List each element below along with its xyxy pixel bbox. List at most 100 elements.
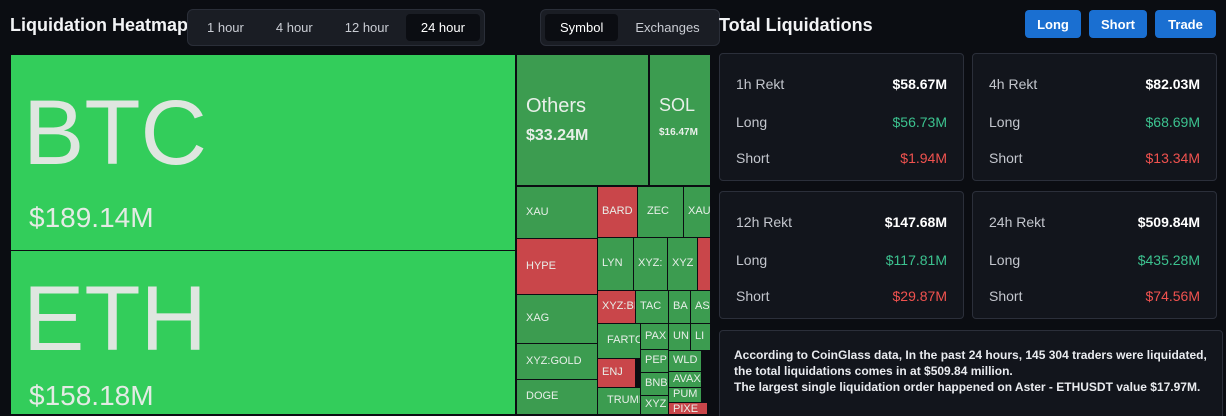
card-row: Short $29.87M — [736, 288, 947, 304]
tile-label: XYZ: — [638, 257, 663, 269]
tile-value: $33.24M — [526, 127, 589, 144]
card-total: $82.03M — [1145, 76, 1200, 92]
time-tabs: 1 hour 4 hour 12 hour 24 hour — [187, 9, 485, 46]
tile[interactable]: XYZ:BI — [598, 291, 635, 323]
card-header: 24h Rekt $509.84M — [989, 214, 1200, 230]
time-tab[interactable]: 1 hour — [207, 20, 244, 35]
tile-label: WLD — [673, 354, 698, 366]
row-value: $68.69M — [1145, 114, 1200, 130]
card-header: 12h Rekt $147.68M — [736, 214, 947, 230]
tile[interactable]: LYN — [598, 238, 633, 290]
tile[interactable]: BARD — [598, 187, 637, 237]
heatmap-title: Liquidation Heatmap — [10, 15, 189, 35]
tile-label: XAU — [688, 205, 710, 217]
tile-label: BARD — [602, 205, 633, 217]
trade-button[interactable]: Trade — [1155, 10, 1216, 38]
mode-tab[interactable]: Symbol — [545, 14, 619, 41]
card-total: $58.67M — [892, 76, 947, 92]
time-tab[interactable]: 24 hour — [405, 14, 480, 41]
tile[interactable]: BNB — [641, 373, 668, 395]
row-value: $13.34M — [1145, 150, 1200, 166]
tile-label: DOGE — [526, 390, 559, 402]
row-value: $435.28M — [1137, 252, 1200, 268]
row-label: Long — [989, 252, 1021, 268]
row-label: Long — [736, 114, 768, 130]
tile-label: LYN — [602, 257, 623, 269]
tile[interactable]: AS — [691, 291, 710, 323]
tile[interactable]: PEP — [641, 350, 668, 372]
tile[interactable]: PIXE — [669, 403, 707, 414]
card-row: Long $68.69M — [989, 114, 1200, 130]
tile[interactable]: ETH $158.18M — [11, 251, 515, 414]
tile[interactable]: XYZ — [641, 396, 668, 414]
card-title: 4h Rekt — [989, 76, 1038, 92]
tile[interactable]: XAU — [684, 187, 710, 237]
tile[interactable]: ZEC — [638, 187, 683, 237]
tile[interactable]: AVAX — [669, 372, 701, 387]
tile[interactable]: PAX — [641, 324, 668, 349]
row-value: $29.87M — [892, 288, 947, 304]
tile-label: XYZ:BI — [602, 300, 635, 312]
time-tab[interactable]: 4 hour — [275, 20, 313, 35]
mode-tab[interactable]: Exchanges — [635, 20, 700, 35]
card-title: 24h Rekt — [989, 214, 1046, 230]
tile-label: XYZ — [645, 398, 667, 410]
tile[interactable] — [698, 238, 710, 290]
tile[interactable]: LI — [691, 324, 710, 350]
tile-label: BA — [673, 300, 688, 312]
tile[interactable]: WLD — [669, 351, 701, 371]
tile-label: XAG — [526, 312, 550, 324]
row-label: Short — [989, 288, 1023, 304]
tile[interactable]: SOL $16.47M — [650, 55, 710, 185]
tile[interactable]: HYPE — [517, 239, 597, 294]
long-button[interactable]: Long — [1025, 10, 1081, 38]
tile-label: XYZ — [672, 257, 694, 269]
tile[interactable]: XYZ:GOLD — [517, 344, 597, 379]
tile-value: $189.14M — [29, 202, 154, 233]
tile[interactable]: XAG — [517, 295, 597, 343]
tile[interactable]: FARTC — [598, 324, 640, 358]
tile[interactable]: ENJ — [598, 359, 635, 387]
card-title: 1h Rekt — [736, 76, 785, 92]
mode-toggle: Symbol Exchanges — [540, 9, 720, 46]
time-tab[interactable]: 12 hour — [344, 20, 389, 35]
tile-value: $158.18M — [29, 380, 154, 411]
tile-label: BNB — [645, 377, 668, 389]
tile-label: BTC — [23, 82, 207, 184]
row-label: Long — [736, 252, 768, 268]
tile-label: UN — [673, 330, 689, 342]
tile[interactable]: BA — [669, 291, 690, 323]
tile-label: ENJ — [602, 366, 623, 378]
tile[interactable]: Others $33.24M — [517, 55, 648, 185]
tile-label: HYPE — [526, 259, 556, 272]
treemap: BTC $189.14M ETH $158.18M Others $33.24M SOL $1… — [11, 55, 710, 414]
tile-label: ETH — [23, 268, 207, 370]
card-total: $147.68M — [884, 214, 947, 230]
tile-label: TRUMI — [607, 394, 640, 406]
short-button[interactable]: Short — [1089, 10, 1147, 38]
card-title: 12h Rekt — [736, 214, 793, 230]
row-value: $56.73M — [892, 114, 947, 130]
tile-label: PIXE — [673, 403, 699, 414]
tile-label: LI — [695, 330, 705, 342]
tile[interactable]: TRUMI — [598, 388, 640, 414]
summary-line: The largest single liquidation order hap… — [734, 380, 1201, 394]
tile-label: ZEC — [647, 205, 669, 217]
tile-label: AVAX — [673, 372, 701, 385]
tile[interactable]: XAU — [517, 187, 597, 238]
card-header: 4h Rekt $82.03M — [989, 76, 1200, 92]
tile-label: FARTC — [607, 334, 640, 346]
card-row: Short $13.34M — [989, 150, 1200, 166]
row-label: Short — [736, 288, 770, 304]
tile[interactable]: UN — [669, 324, 690, 350]
tile[interactable]: DOGE — [517, 380, 597, 414]
tile-label: XYZ:GOLD — [526, 354, 582, 367]
tile[interactable]: PUM — [669, 388, 701, 402]
tile[interactable]: XYZ: — [634, 238, 667, 290]
tile-value: $16.47M — [659, 127, 698, 138]
summary: According to CoinGlass data, In the past… — [719, 330, 1223, 416]
tile[interactable]: XYZ — [668, 238, 697, 290]
tile[interactable]: BTC $189.14M — [11, 55, 515, 250]
row-label: Short — [989, 150, 1023, 166]
tile[interactable]: TAC — [636, 291, 668, 323]
